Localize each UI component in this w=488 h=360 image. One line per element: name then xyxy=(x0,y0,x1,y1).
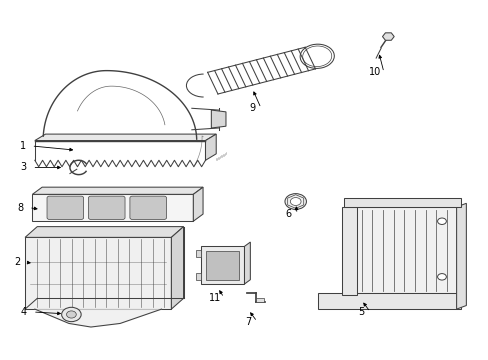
Polygon shape xyxy=(205,134,216,160)
Text: 7: 7 xyxy=(245,317,251,327)
Circle shape xyxy=(66,311,76,318)
Bar xyxy=(255,298,264,302)
Text: 6: 6 xyxy=(285,209,291,219)
Text: 4: 4 xyxy=(21,307,27,317)
Polygon shape xyxy=(35,309,161,327)
Circle shape xyxy=(61,307,81,321)
FancyBboxPatch shape xyxy=(47,196,83,220)
FancyBboxPatch shape xyxy=(130,196,166,220)
Polygon shape xyxy=(195,273,200,280)
Polygon shape xyxy=(456,203,466,309)
Circle shape xyxy=(290,198,301,206)
Polygon shape xyxy=(193,187,203,221)
Polygon shape xyxy=(195,250,200,257)
Polygon shape xyxy=(344,198,461,207)
Polygon shape xyxy=(35,134,216,140)
Text: 11: 11 xyxy=(209,293,221,303)
FancyBboxPatch shape xyxy=(88,196,125,220)
Circle shape xyxy=(285,194,306,210)
Polygon shape xyxy=(351,207,456,295)
Polygon shape xyxy=(244,242,250,284)
Polygon shape xyxy=(341,207,356,295)
Polygon shape xyxy=(32,187,203,194)
Polygon shape xyxy=(382,33,393,40)
Text: 1: 1 xyxy=(20,141,26,151)
Text: 9: 9 xyxy=(249,103,255,113)
Text: 10: 10 xyxy=(368,67,381,77)
Text: 2: 2 xyxy=(15,257,21,267)
Polygon shape xyxy=(25,237,171,309)
Circle shape xyxy=(437,274,446,280)
Polygon shape xyxy=(25,226,183,237)
Polygon shape xyxy=(32,194,193,221)
Text: 5: 5 xyxy=(358,307,364,317)
Polygon shape xyxy=(211,110,225,128)
Text: 8: 8 xyxy=(17,203,23,213)
Polygon shape xyxy=(206,251,238,280)
Circle shape xyxy=(437,218,446,225)
Polygon shape xyxy=(200,246,244,284)
Polygon shape xyxy=(171,226,183,309)
Text: 3: 3 xyxy=(20,162,27,172)
Polygon shape xyxy=(317,293,461,309)
